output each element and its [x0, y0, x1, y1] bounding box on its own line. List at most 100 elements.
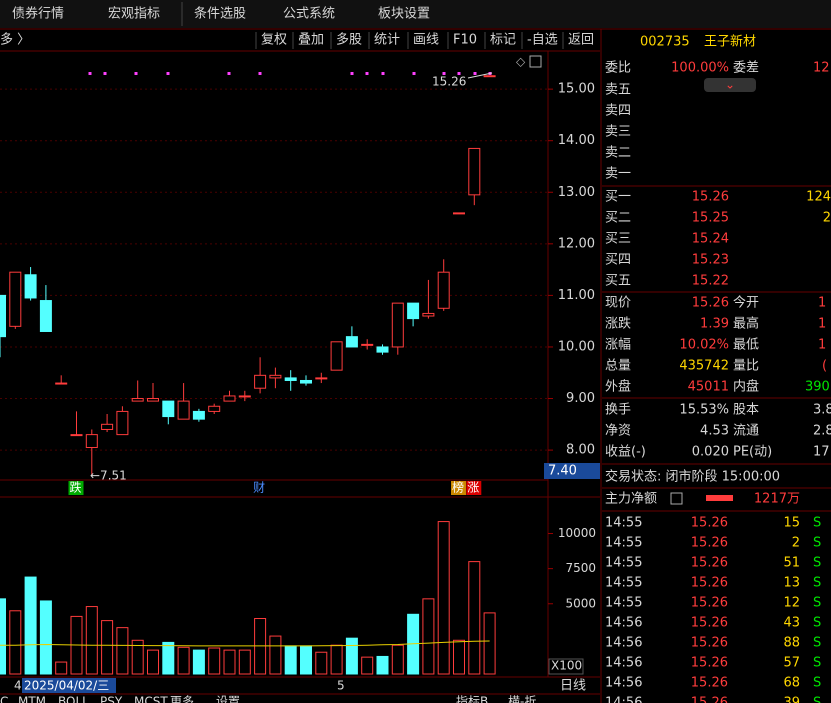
- stock-name: 王子新材: [704, 34, 756, 50]
- indicator-tab[interactable]: 更多: [170, 695, 194, 703]
- event-marker: 涨: [467, 480, 479, 495]
- candle-body: [391, 302, 404, 348]
- candle-body: [453, 212, 465, 215]
- ask-label: 卖五: [605, 83, 631, 98]
- stat-label: 最高: [733, 316, 759, 332]
- event-marker-box: [466, 481, 482, 495]
- volume-bar: [0, 598, 6, 675]
- volume-bar: [24, 576, 37, 675]
- candle-body: [437, 271, 450, 309]
- ask-label: 卖一: [605, 167, 631, 182]
- tick-side: S: [813, 556, 821, 571]
- label: 委比: [605, 61, 631, 76]
- status: 交易状态: 闭市阶段 15:00:00: [605, 469, 780, 485]
- volume-bar: [192, 649, 205, 675]
- collapse-icon: ⌄: [725, 78, 735, 92]
- toolbar-button[interactable]: 叠加: [298, 33, 324, 48]
- indicator-tab[interactable]: MCST: [134, 695, 168, 703]
- indicator-tab[interactable]: 设置: [216, 695, 240, 703]
- tick-volume: 39: [783, 696, 800, 703]
- signal-dot: [103, 72, 107, 75]
- tick-price: 15.26: [691, 576, 728, 591]
- menu-item[interactable]: 条件选股: [194, 6, 246, 22]
- period: 日线: [560, 679, 586, 694]
- toolbar-button[interactable]: 复权: [261, 32, 287, 48]
- signal-dot: [350, 72, 354, 75]
- stat-label: 换手: [605, 403, 631, 418]
- value: 100.00%: [671, 61, 729, 76]
- signal-dot: [412, 72, 416, 75]
- volume-bar: [468, 561, 481, 675]
- menu-item[interactable]: 宏观指标: [108, 7, 160, 22]
- volume-bar: [361, 656, 374, 675]
- signal-dot: [457, 72, 461, 75]
- menu-item[interactable]: 公式系统: [283, 7, 335, 22]
- toolbar-button[interactable]: 标记: [490, 33, 516, 48]
- toolbar-button[interactable]: -自选: [527, 33, 558, 48]
- date-tick: 4: [14, 679, 22, 693]
- volume-bar: [315, 651, 328, 675]
- icon-window[interactable]: [529, 55, 542, 68]
- collapse-button: [704, 78, 756, 92]
- unit-box: [548, 658, 584, 675]
- candle-body: [24, 274, 37, 299]
- bid-label: 买二: [605, 211, 631, 226]
- toolbar-button[interactable]: 统计: [374, 33, 400, 48]
- tick-volume: 57: [783, 656, 800, 671]
- bid-price: 15.26: [692, 190, 729, 205]
- tick-volume: 13: [783, 576, 800, 591]
- stat-label: 量比: [733, 359, 759, 374]
- tick-time: 14:56: [605, 656, 642, 671]
- toolbar-button[interactable]: F10: [453, 33, 477, 48]
- event-marker-box: [68, 481, 84, 495]
- candle-body: [483, 75, 496, 78]
- stat-label: 内盘: [733, 379, 759, 395]
- bid-label: 买三: [605, 232, 631, 247]
- candle-body: [192, 410, 205, 420]
- main-force-value: 1217万: [754, 492, 800, 507]
- stat-label: 现价: [605, 296, 631, 311]
- ask-label: 卖二: [605, 146, 631, 161]
- bid-price: 15.24: [692, 232, 729, 247]
- icon-diamond[interactable]: ◇: [516, 55, 526, 69]
- tick-volume: 68: [783, 676, 800, 691]
- indicator-tab[interactable]: 指标B: [456, 694, 488, 703]
- toolbar-button[interactable]: 多股: [336, 32, 362, 48]
- indicator-tab[interactable]: 横-折: [508, 694, 536, 703]
- tick-time: 14:56: [605, 696, 642, 703]
- toolbar-button[interactable]: 画线: [413, 33, 439, 48]
- signal-dot: [166, 72, 170, 75]
- indicator-tab[interactable]: BOLL: [58, 695, 89, 703]
- menu-item[interactable]: 债券行情: [12, 6, 64, 22]
- candle-body: [254, 374, 267, 389]
- tick-side: S: [813, 636, 821, 651]
- stat-value: 15.26: [692, 296, 729, 311]
- tick-price: 15.26: [691, 656, 728, 671]
- candle-body: [315, 377, 328, 380]
- price-tick-label: 8.00: [566, 443, 595, 458]
- toolbar-button[interactable]: 返回: [568, 33, 594, 48]
- menu-item[interactable]: 板块设置: [378, 7, 430, 22]
- indicator-tab[interactable]: PSY: [100, 695, 123, 703]
- tick-volume: 51: [783, 556, 800, 571]
- stat-label: 涨幅: [605, 338, 631, 353]
- signal-dot: [442, 72, 446, 75]
- indicator-tab[interactable]: MTM: [18, 695, 46, 703]
- tick-time: 14:55: [605, 596, 642, 611]
- stat-value: 435742: [679, 359, 729, 374]
- tick-side: S: [813, 516, 821, 531]
- tick-side: S: [813, 696, 821, 703]
- candle-body: [361, 343, 374, 346]
- stat-value: 0.020: [692, 445, 729, 460]
- signal-dot: [258, 72, 262, 75]
- candle-body: [162, 400, 175, 418]
- event-marker: 跌: [70, 480, 82, 495]
- bid-label: 买一: [605, 190, 631, 205]
- stat-value: 45011: [688, 380, 729, 395]
- indicator-tab[interactable]: C: [0, 695, 8, 703]
- volume-bar: [376, 655, 389, 675]
- stat-value: 2.8: [813, 424, 831, 439]
- tick-time: 14:55: [605, 516, 642, 531]
- value: 12: [813, 61, 830, 76]
